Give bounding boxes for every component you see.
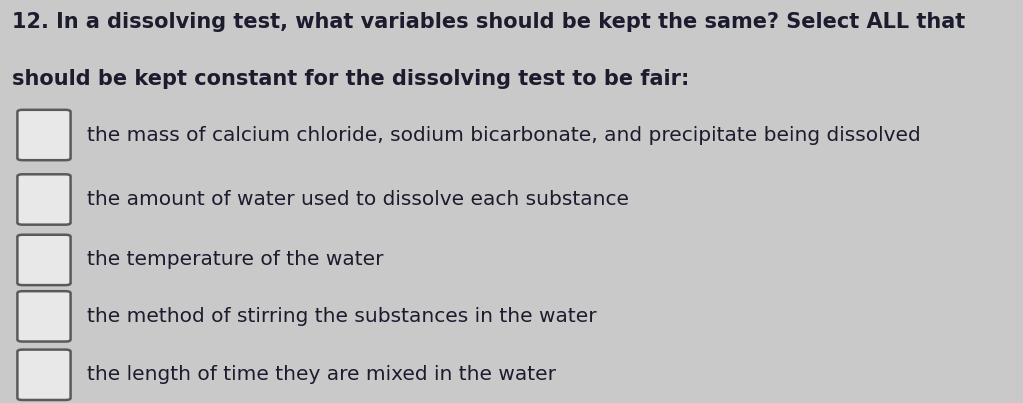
Text: the mass of calcium chloride, sodium bicarbonate, and precipitate being dissolve: the mass of calcium chloride, sodium bic…: [87, 125, 921, 145]
Text: 12. In a dissolving test, what variables should be kept the same? Select ALL tha: 12. In a dissolving test, what variables…: [12, 12, 966, 32]
Text: the method of stirring the substances in the water: the method of stirring the substances in…: [87, 307, 596, 326]
FancyBboxPatch shape: [17, 291, 71, 342]
FancyBboxPatch shape: [17, 110, 71, 160]
Text: should be kept constant for the dissolving test to be fair:: should be kept constant for the dissolvi…: [12, 69, 690, 89]
FancyBboxPatch shape: [17, 235, 71, 285]
Text: the temperature of the water: the temperature of the water: [87, 250, 384, 270]
FancyBboxPatch shape: [17, 174, 71, 224]
Text: the amount of water used to dissolve each substance: the amount of water used to dissolve eac…: [87, 190, 629, 209]
Text: the length of time they are mixed in the water: the length of time they are mixed in the…: [87, 365, 555, 384]
FancyBboxPatch shape: [17, 349, 71, 400]
